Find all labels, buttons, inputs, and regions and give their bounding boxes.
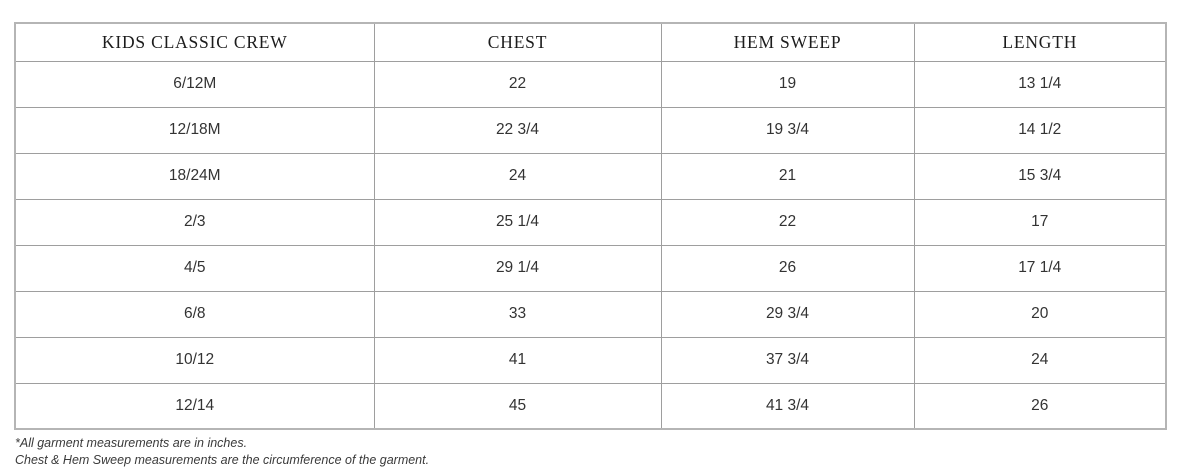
hem-sweep-cell: 22 bbox=[660, 198, 915, 246]
footnotes: *All garment measurements are in inches.… bbox=[15, 435, 1186, 469]
hem-sweep-cell: 26 bbox=[660, 244, 915, 292]
hem-sweep-cell: 37 3/4 bbox=[660, 336, 915, 384]
footnote-units: *All garment measurements are in inches. bbox=[15, 436, 248, 450]
hem-sweep-cell: 19 3/4 bbox=[660, 106, 915, 154]
hem-sweep-cell: 19 bbox=[660, 60, 915, 108]
size-cell: 6/12M bbox=[14, 60, 375, 108]
chest-cell: 22 bbox=[373, 60, 662, 108]
length-cell: 13 1/4 bbox=[913, 60, 1167, 108]
table-row: 12/14 45 41 3/4 26 bbox=[14, 382, 1167, 430]
chest-cell: 41 bbox=[373, 336, 662, 384]
table-row: 6/8 33 29 3/4 20 bbox=[14, 290, 1167, 338]
hem-sweep-cell: 41 3/4 bbox=[660, 382, 915, 430]
size-cell: 2/3 bbox=[14, 198, 375, 246]
header-cell-chest: CHEST bbox=[373, 22, 662, 62]
length-cell: 26 bbox=[913, 382, 1167, 430]
chest-cell: 24 bbox=[373, 152, 662, 200]
size-cell: 12/14 bbox=[14, 382, 375, 430]
size-cell: 4/5 bbox=[14, 244, 375, 292]
header-cell-hem-sweep: HEM SWEEP bbox=[660, 22, 915, 62]
length-cell: 24 bbox=[913, 336, 1167, 384]
size-cell: 12/18M bbox=[14, 106, 375, 154]
length-cell: 15 3/4 bbox=[913, 152, 1167, 200]
chest-cell: 25 1/4 bbox=[373, 198, 662, 246]
length-cell: 17 1/4 bbox=[913, 244, 1167, 292]
hem-sweep-cell: 29 3/4 bbox=[660, 290, 915, 338]
length-cell: 17 bbox=[913, 198, 1167, 246]
size-cell: 10/12 bbox=[14, 336, 375, 384]
header-cell-product: KIDS CLASSIC CREW bbox=[14, 22, 375, 62]
table-row: 10/12 41 37 3/4 24 bbox=[14, 336, 1167, 384]
table-row: 12/18M 22 3/4 19 3/4 14 1/2 bbox=[14, 106, 1167, 154]
footnote-circumference: Chest & Hem Sweep measurements are the c… bbox=[15, 452, 430, 467]
table-row: 6/12M 22 19 13 1/4 bbox=[14, 60, 1167, 108]
hem-sweep-cell: 21 bbox=[660, 152, 915, 200]
chest-cell: 22 3/4 bbox=[373, 106, 662, 154]
header-cell-length: LENGTH bbox=[913, 22, 1167, 62]
table-row: 2/3 25 1/4 22 17 bbox=[14, 198, 1167, 246]
size-cell: 6/8 bbox=[14, 290, 375, 338]
chest-cell: 45 bbox=[373, 382, 662, 430]
size-chart-table: KIDS CLASSIC CREW CHEST HEM SWEEP LENGTH… bbox=[14, 22, 1167, 430]
header-row: KIDS CLASSIC CREW CHEST HEM SWEEP LENGTH bbox=[14, 22, 1167, 62]
size-cell: 18/24M bbox=[14, 152, 375, 200]
length-cell: 14 1/2 bbox=[913, 106, 1167, 154]
chest-cell: 33 bbox=[373, 290, 662, 338]
length-cell: 20 bbox=[913, 290, 1167, 338]
table-row: 18/24M 24 21 15 3/4 bbox=[14, 152, 1167, 200]
chest-cell: 29 1/4 bbox=[373, 244, 662, 292]
table-row: 4/5 29 1/4 26 17 1/4 bbox=[14, 244, 1167, 292]
